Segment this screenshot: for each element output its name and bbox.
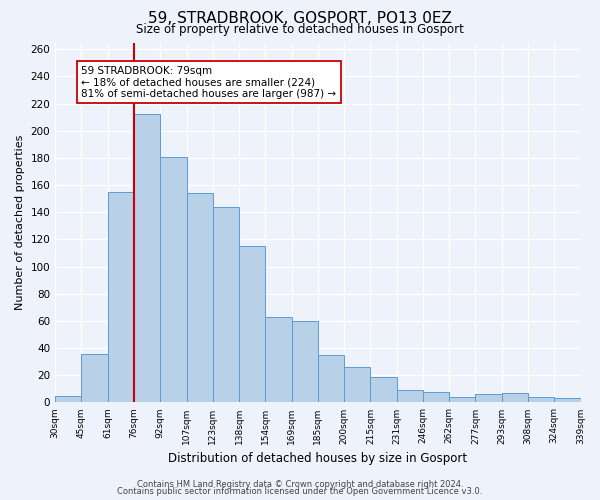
Bar [265, 317, 292, 402]
Bar [370, 376, 397, 402]
Text: 59, STRADBROOK, GOSPORT, PO13 0EZ: 59, STRADBROOK, GOSPORT, PO13 0EZ [148, 11, 452, 26]
Bar [292, 321, 318, 402]
Text: 59 STRADBROOK: 79sqm
← 18% of detached houses are smaller (224)
81% of semi-deta: 59 STRADBROOK: 79sqm ← 18% of detached h… [82, 66, 337, 99]
Text: Contains public sector information licensed under the Open Government Licence v3: Contains public sector information licen… [118, 487, 482, 496]
Bar [213, 207, 239, 402]
Bar [397, 390, 423, 402]
Bar [528, 397, 554, 402]
X-axis label: Distribution of detached houses by size in Gosport: Distribution of detached houses by size … [168, 452, 467, 465]
Bar [82, 354, 108, 403]
Bar [134, 114, 160, 403]
Bar [187, 194, 213, 402]
Text: Size of property relative to detached houses in Gosport: Size of property relative to detached ho… [136, 22, 464, 36]
Text: Contains HM Land Registry data © Crown copyright and database right 2024.: Contains HM Land Registry data © Crown c… [137, 480, 463, 489]
Bar [475, 394, 502, 402]
Bar [239, 246, 265, 402]
Bar [449, 397, 475, 402]
Bar [108, 192, 134, 402]
Bar [423, 392, 449, 402]
Bar [344, 367, 370, 402]
Y-axis label: Number of detached properties: Number of detached properties [15, 135, 25, 310]
Bar [502, 393, 528, 402]
Bar [55, 396, 82, 402]
Bar [160, 156, 187, 402]
Bar [318, 355, 344, 403]
Bar [554, 398, 581, 402]
